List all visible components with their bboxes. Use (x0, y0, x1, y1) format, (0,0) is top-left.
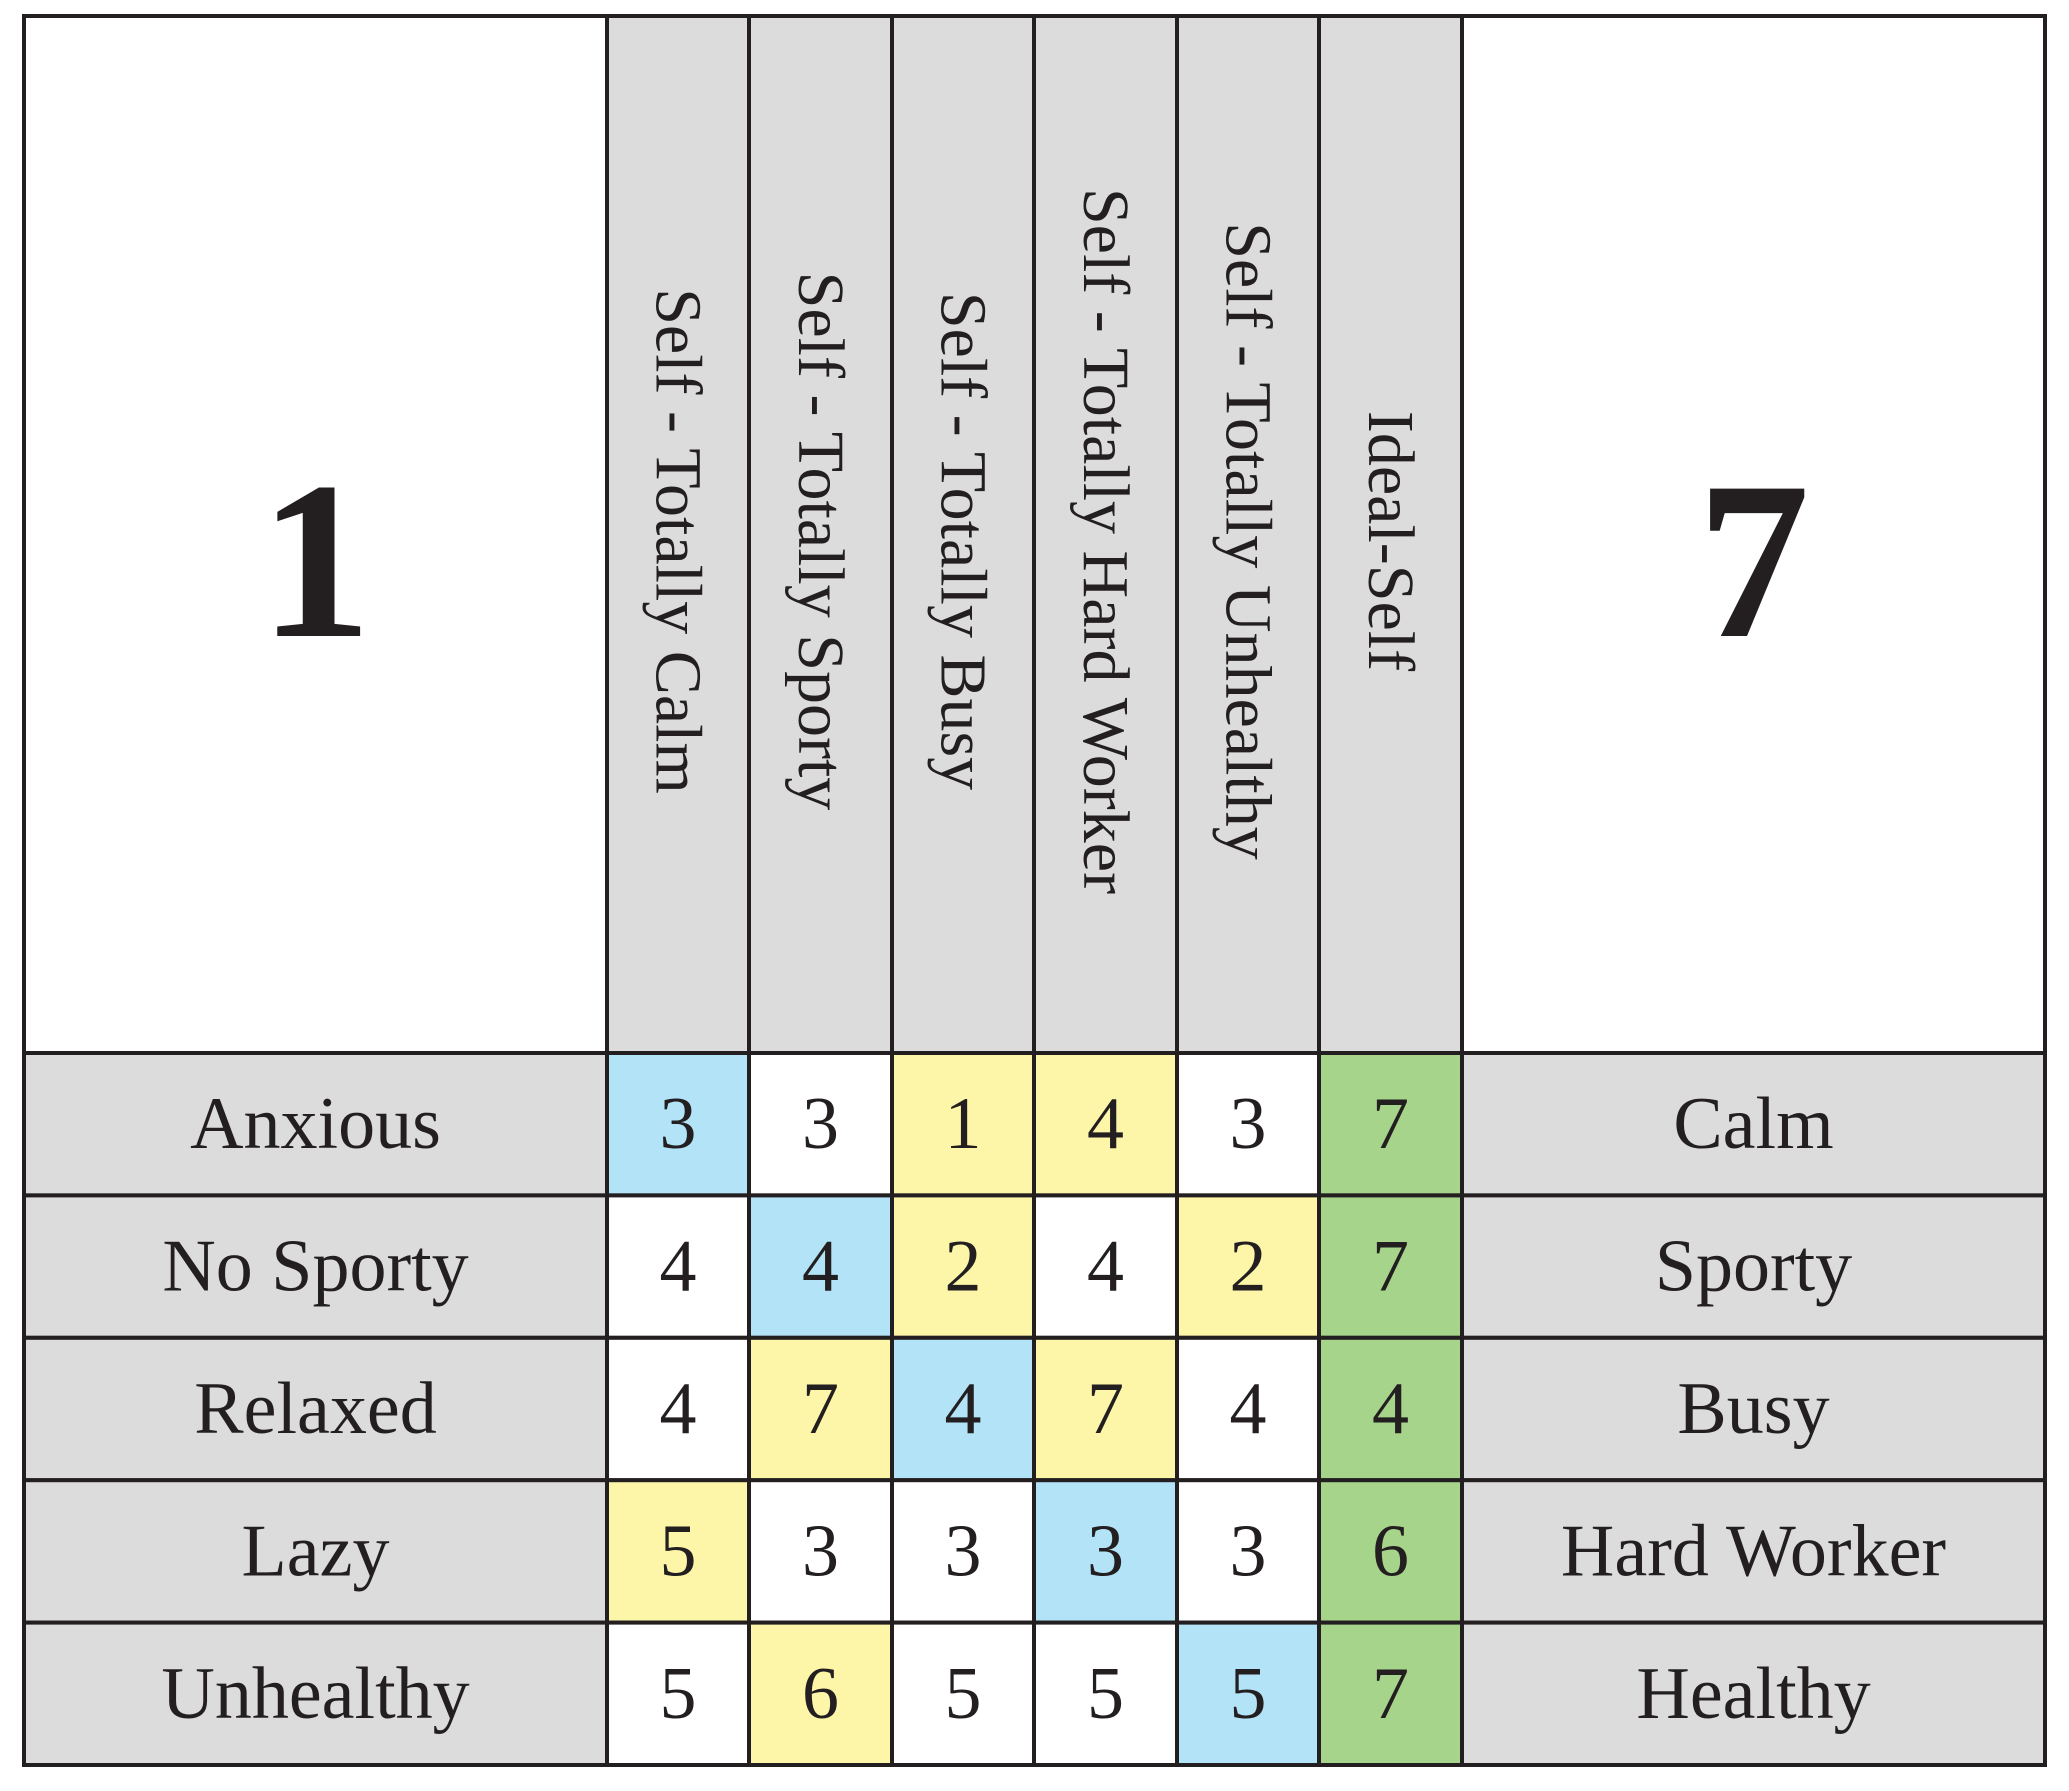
value: 2 (945, 1226, 982, 1308)
value-cell (1175, 1193, 1321, 1340)
value: 3 (1087, 1510, 1124, 1592)
value-cell (1317, 1193, 1464, 1340)
value: 5 (660, 1510, 697, 1592)
column-label: Self - Totally Sporty (784, 272, 857, 811)
value-cell (747, 1193, 894, 1340)
column-header (605, 14, 751, 1055)
value: 4 (1372, 1368, 1409, 1450)
row-left-label: No Sporty (162, 1226, 468, 1308)
value-cell (605, 1193, 751, 1340)
value: 7 (1372, 1226, 1409, 1308)
row-label-cell (1460, 1620, 2047, 1767)
value: 3 (1230, 1510, 1267, 1592)
value: 3 (945, 1510, 982, 1592)
value: 7 (1087, 1368, 1124, 1450)
corner-cell (22, 14, 609, 1055)
row-label-cell (22, 1335, 609, 1483)
value-cell (1032, 1478, 1179, 1625)
scale-min: 1 (259, 435, 372, 685)
row-right-label: Busy (1677, 1368, 1829, 1450)
corner-cell (1460, 14, 2047, 1055)
value-cell (890, 1478, 1036, 1625)
row-right-label: Calm (1673, 1083, 1833, 1165)
column-label: Self - Totally Hard Worker (1069, 188, 1142, 894)
value: 4 (660, 1368, 697, 1450)
value: 7 (802, 1368, 839, 1450)
value-cell (1175, 1620, 1321, 1767)
row-left-label: Relaxed (194, 1368, 436, 1450)
row-left-label: Lazy (242, 1510, 390, 1592)
value: 4 (1087, 1226, 1124, 1308)
value: 2 (1230, 1226, 1267, 1308)
value-cell (890, 1335, 1036, 1483)
value: 7 (1372, 1653, 1409, 1735)
value-cell (747, 1335, 894, 1483)
row-right-label: Sporty (1655, 1226, 1852, 1308)
value: 3 (660, 1083, 697, 1165)
value: 3 (802, 1510, 839, 1592)
row-left-label: Anxious (190, 1083, 441, 1165)
value: 4 (945, 1368, 982, 1450)
value: 3 (802, 1083, 839, 1165)
row-right-label: Hard Worker (1561, 1510, 1946, 1592)
value: 4 (660, 1226, 697, 1308)
value-cell (1032, 1335, 1179, 1483)
value-cell (1032, 1620, 1179, 1767)
value-cell (890, 1051, 1036, 1198)
value-cell (605, 1620, 751, 1767)
value: 5 (1230, 1653, 1267, 1735)
value: 5 (1087, 1653, 1124, 1735)
column-header (1032, 14, 1179, 1055)
value-cell (605, 1051, 751, 1198)
value: 6 (802, 1653, 839, 1735)
row-label-cell (1460, 1193, 2047, 1340)
row-label-cell (22, 1193, 609, 1340)
row-label-cell (1460, 1051, 2047, 1198)
value-cell (1317, 1335, 1464, 1483)
value-cell (890, 1193, 1036, 1340)
column-label: Self - Totally Busy (927, 292, 1000, 790)
row-label-cell (22, 1620, 609, 1767)
value-cell (1175, 1051, 1321, 1198)
column-label: Self - Totally Calm (642, 288, 715, 794)
value: 4 (1230, 1368, 1267, 1450)
column-header (747, 14, 894, 1055)
value: 7 (1372, 1083, 1409, 1165)
row-label-cell (1460, 1478, 2047, 1625)
column-header (1317, 14, 1464, 1055)
value: 1 (945, 1083, 982, 1165)
row-right-label: Healthy (1636, 1653, 1870, 1735)
value: 5 (945, 1653, 982, 1735)
value: 4 (802, 1226, 839, 1308)
scale-max: 7 (1697, 435, 1810, 685)
column-label: Ideal-Self (1354, 411, 1427, 671)
value: 4 (1087, 1083, 1124, 1165)
row-left-label: Unhealthy (161, 1653, 469, 1735)
value: 3 (1230, 1083, 1267, 1165)
value-cell (1317, 1620, 1464, 1767)
value-cell (1032, 1193, 1179, 1340)
column-label: Self - Totally Unhealthy (1212, 222, 1285, 860)
value: 6 (1372, 1510, 1409, 1592)
value: 5 (660, 1653, 697, 1735)
